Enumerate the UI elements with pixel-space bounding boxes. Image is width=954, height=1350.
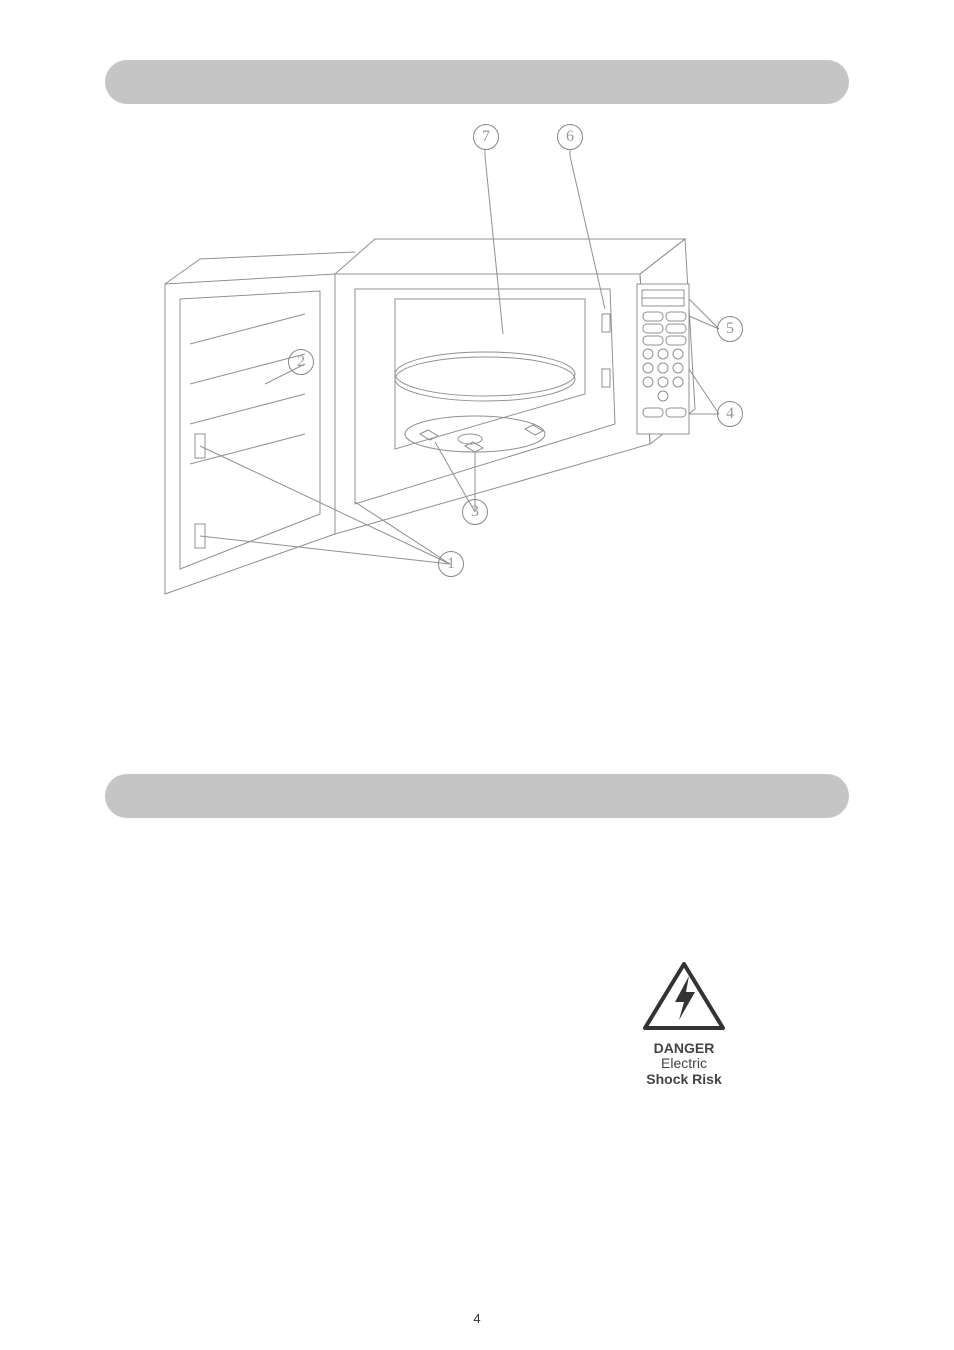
callout-4-label: 4: [726, 405, 734, 423]
danger-warning: DANGER Electric Shock Risk: [639, 958, 729, 1087]
callout-3-label: 3: [471, 503, 479, 521]
installation-body: DANGER Electric Shock Risk: [105, 838, 849, 1198]
callout-4: 4: [717, 401, 743, 427]
callout-2-label: 2: [297, 353, 305, 371]
installation-header: [105, 774, 849, 818]
callout-2: 2: [288, 349, 314, 375]
callout-1: 1: [438, 551, 464, 577]
parts-list: [105, 624, 849, 764]
callout-6: 6: [557, 124, 583, 150]
callout-6-label: 6: [566, 128, 574, 146]
danger-line1: DANGER: [639, 1041, 729, 1056]
callout-1-label: 1: [447, 555, 455, 573]
callout-5: 5: [717, 316, 743, 342]
diagram-svg: [105, 84, 849, 604]
danger-line2: Electric: [639, 1056, 729, 1071]
callout-5-label: 5: [726, 320, 734, 338]
callout-7-label: 7: [482, 128, 490, 146]
installation-section: DANGER Electric Shock Risk: [105, 774, 849, 1198]
danger-triangle-icon: [639, 958, 729, 1036]
page-number: 4: [473, 1311, 480, 1326]
microwave-diagram: 7 6 5 4 3 2 1: [105, 84, 849, 604]
callout-7: 7: [473, 124, 499, 150]
manual-page: 7 6 5 4 3 2 1 DANGER Electric: [0, 0, 954, 1350]
callout-3: 3: [462, 499, 488, 525]
danger-line3: Shock Risk: [639, 1072, 729, 1087]
